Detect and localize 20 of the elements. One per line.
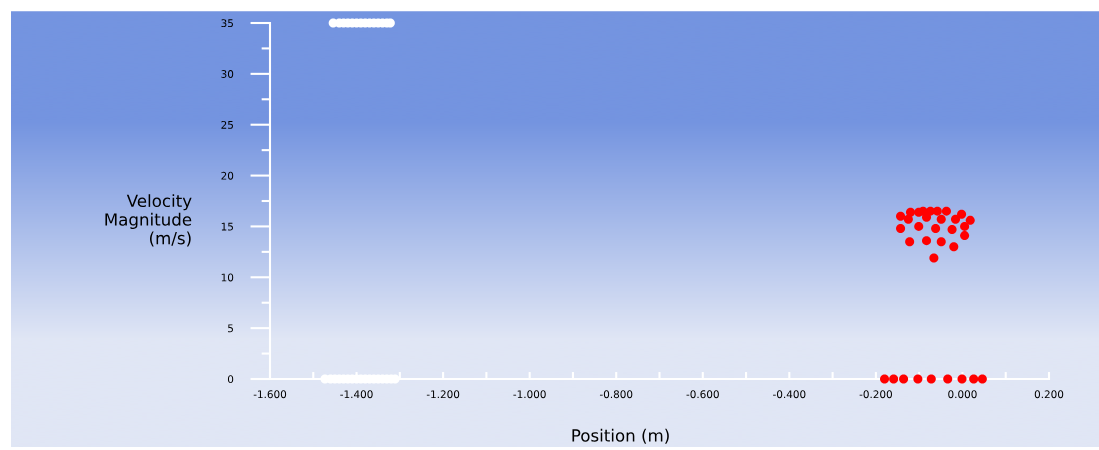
x-tick-label: -1.200 [426, 390, 460, 399]
y-tick-label: 30 [221, 70, 234, 78]
x-tick-label: -0.600 [686, 390, 719, 399]
x-tick-label: 0.000 [948, 390, 977, 399]
x-axis-title: Position (m) [572, 428, 669, 444]
x-tick-label: -0.200 [859, 390, 892, 399]
y-axis-title: Velocity Magnitude (m/s) [105, 194, 192, 247]
y-tick-label: 35 [221, 19, 233, 28]
x-tick-label: -0.800 [599, 390, 633, 399]
y-tick-label: 10 [221, 273, 234, 282]
x-tick-label: -1.400 [340, 390, 373, 399]
y-tick-label: 25 [221, 120, 233, 129]
x-tick-label: 0.200 [1034, 390, 1064, 399]
y-tick-label: 5 [228, 324, 233, 333]
x-tick-label: -1.600 [253, 390, 287, 399]
y-tick-label: 0 [227, 375, 234, 384]
y-tick-label: 20 [221, 171, 234, 180]
y-tick-label: 15 [221, 222, 233, 231]
x-tick-label: -0.400 [773, 390, 806, 399]
x-tick-label: -1.000 [513, 390, 546, 399]
